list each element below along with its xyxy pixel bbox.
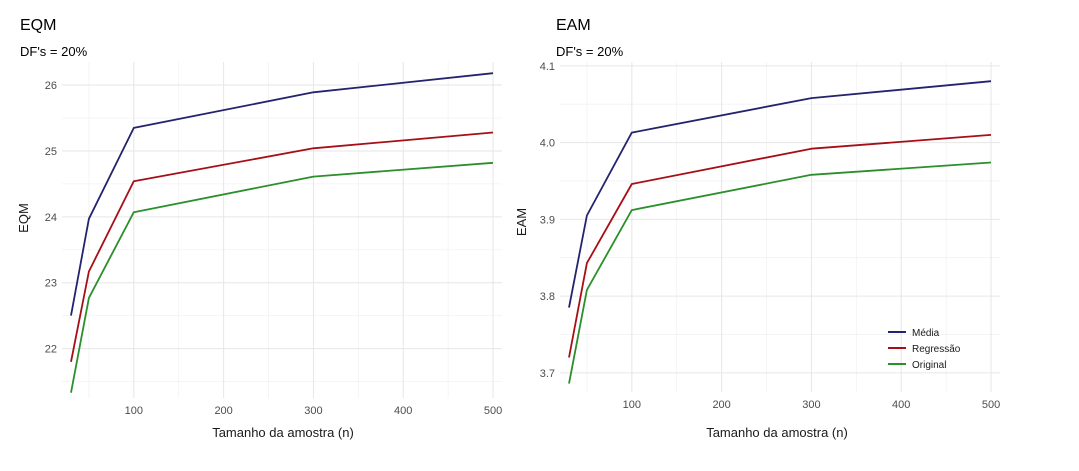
eam-series-line-original [568,161,992,384]
eam-y-tick-label: 3.7 [540,368,555,380]
eam-legend: Média Regressão Original [888,328,961,371]
legend-label-regressao: Regressão [912,344,961,355]
eqm-chart-title: EQM [20,17,56,34]
eam-x-axis-label: Tamanho da amostra (n) [706,425,848,440]
eam-y-tick-label: 4.1 [540,61,555,73]
eam-chart-title: EAM [556,17,591,34]
eam-y-tick-label: 3.9 [540,214,555,226]
eqm-x-tick-label: 400 [394,405,412,417]
eam-y-tick-label: 4.0 [540,138,555,150]
eqm-x-tick-label: 200 [214,405,232,417]
eam-x-tick-label: 500 [982,399,1000,411]
eqm-y-tick-label: 26 [45,80,57,92]
eqm-series-line-original [70,161,494,393]
eqm-x-tick-label: 500 [484,405,502,417]
eam-x-tick-label: 300 [802,399,820,411]
eqm-y-tick-label: 25 [45,146,57,158]
eqm-y-tick-label: 23 [45,278,57,290]
eqm-chart: EQM DF's = 20% EQM Tamanho da amostra (n… [16,17,502,440]
eam-chart: EAM DF's = 20% EAM Tamanho da amostra (n… [514,17,1000,440]
eqm-y-tick-label: 22 [45,344,57,356]
eqm-y-axis-label: EQM [16,203,31,233]
eam-x-tick-label: 100 [623,399,641,411]
eqm-y-tick-label: 24 [45,212,57,224]
eqm-series-line-regressao [70,131,494,362]
eam-x-tick-label: 200 [712,399,730,411]
eqm-x-tick-label: 300 [304,405,322,417]
eam-chart-subtitle: DF's = 20% [556,44,624,59]
eam-x-tick-label: 400 [892,399,910,411]
eqm-gridlines [62,62,502,398]
eqm-chart-subtitle: DF's = 20% [20,44,88,59]
eqm-x-axis-label: Tamanho da amostra (n) [212,425,354,440]
eqm-series-line-media [70,72,494,316]
legend-label-media: Média [912,328,940,339]
eam-series-line-regressao [568,134,992,358]
eam-series-line-media [568,80,992,308]
eam-y-axis-label: EAM [514,208,529,236]
eam-y-tick-label: 3.8 [540,291,555,303]
legend-label-original: Original [912,360,946,371]
eam-gridlines [560,62,1000,392]
eqm-x-tick-label: 100 [125,405,143,417]
